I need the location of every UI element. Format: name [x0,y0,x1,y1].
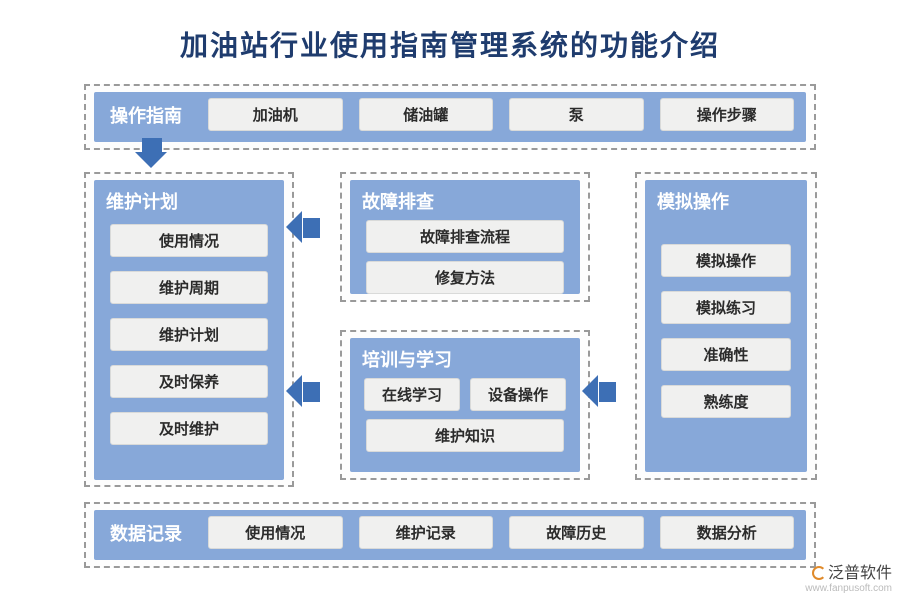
pill-item: 加油机 [208,98,343,131]
pill-item: 泵 [509,98,644,131]
pill-item: 故障历史 [509,516,644,549]
pill-item: 操作步骤 [660,98,795,131]
pill-item: 故障排查流程 [366,220,564,253]
section-right-panel: 模拟操作 模拟操作 模拟练习 准确性 熟练度 [645,180,807,472]
diagram-canvas: 加油站行业使用指南管理系统的功能介绍 操作指南 加油机 储油罐 泵 操作步骤 维… [0,0,900,600]
section-midtop-panel: 故障排查 故障排查流程 修复方法 [350,180,580,294]
pill-item: 模拟练习 [661,291,791,324]
section-left-header: 维护计划 [94,180,284,218]
pill-item: 熟练度 [661,385,791,418]
pill-item: 储油罐 [359,98,494,131]
pill-item: 设备操作 [470,378,566,411]
arrow-icon [142,138,162,152]
section-bottom-panel: 数据记录 使用情况 维护记录 故障历史 数据分析 [94,510,806,560]
pill-item: 及时保养 [110,365,268,398]
pill-item: 使用情况 [208,516,343,549]
section-left-panel: 维护计划 使用情况 维护周期 维护计划 及时保养 及时维护 [94,180,284,480]
section-midbottom-panel: 培训与学习 在线学习 设备操作 维护知识 [350,338,580,472]
pill-item: 在线学习 [364,378,460,411]
section-bottom-header: 数据记录 [106,520,192,546]
arrow-icon [303,218,320,238]
section-right-header: 模拟操作 [645,180,807,218]
arrow-icon [303,382,320,402]
pill-item: 准确性 [661,338,791,371]
page-title: 加油站行业使用指南管理系统的功能介绍 [0,0,900,64]
pill-item: 使用情况 [110,224,268,257]
pill-item: 维护计划 [110,318,268,351]
pill-item: 修复方法 [366,261,564,294]
section-top-header: 操作指南 [106,102,192,128]
pill-item: 数据分析 [660,516,795,549]
section-midbottom-header: 培训与学习 [350,338,580,376]
watermark-url: www.fanpusoft.com [805,583,892,594]
pill-item: 及时维护 [110,412,268,445]
watermark-text: 泛普软件 [828,565,892,582]
pill-item: 维护周期 [110,271,268,304]
section-top-panel: 操作指南 加油机 储油罐 泵 操作步骤 [94,92,806,142]
pill-item: 维护记录 [359,516,494,549]
section-midtop-header: 故障排查 [350,180,580,218]
pill-item: 模拟操作 [661,244,791,277]
arrow-icon [599,382,616,402]
pill-item: 维护知识 [366,419,564,452]
logo-icon [812,566,826,580]
watermark: 泛普软件 www.fanpusoft.com [805,565,892,594]
